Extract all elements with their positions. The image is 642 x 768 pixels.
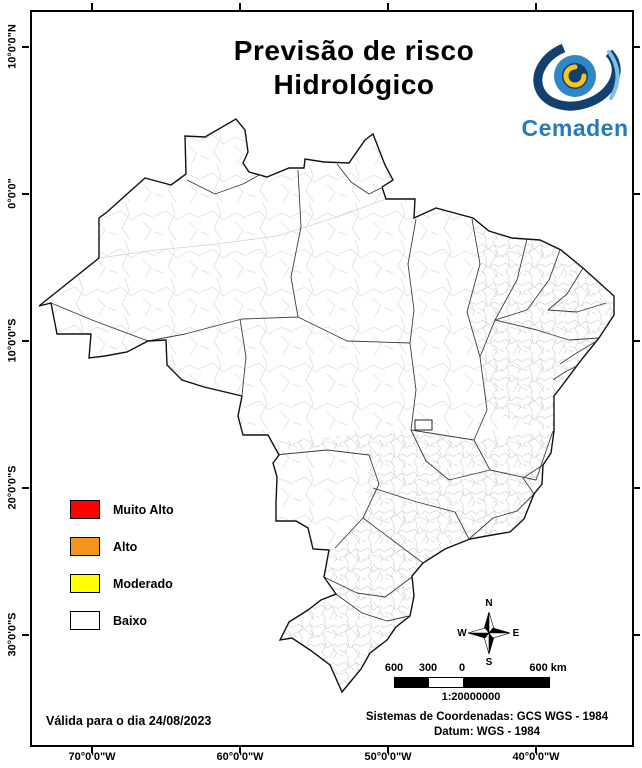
legend-swatch-alto [70, 537, 100, 556]
title-line-2: Hidrológico [273, 69, 435, 100]
map-frame: Previsão de risco Hidrológico Cemaden Mu… [30, 10, 634, 747]
compass-rose-icon: N S W E [457, 598, 520, 668]
lon-tick [387, 746, 389, 753]
compass-e-label: E [513, 628, 520, 639]
north-arrow: N S W E [457, 595, 521, 672]
brazil-map [38, 118, 615, 693]
risk-legend: Muito Alto Alto Moderado Baixo [70, 500, 174, 648]
lon-label: 50°0'0"W [364, 751, 412, 763]
lat-tick [633, 634, 640, 636]
scale-label: 600 km [529, 662, 567, 674]
legend-swatch-baixo [70, 611, 100, 630]
legend-label: Muito Alto [113, 502, 174, 517]
cemaden-logo: Cemaden [500, 38, 642, 142]
legend-item-muito-alto: Muito Alto [70, 500, 174, 519]
lat-label: 20°0'0"S [6, 465, 19, 510]
lat-tick [633, 487, 640, 489]
lat-label: 10°0'0"S [6, 318, 19, 363]
lat-tick [22, 634, 29, 636]
scale-label: 300 [418, 662, 438, 674]
lat-tick [22, 487, 29, 489]
cemaden-logo-text: Cemaden [521, 115, 629, 141]
legend-item-moderado: Moderado [70, 574, 174, 593]
scale-segment [463, 678, 549, 687]
compass-s-label: S [486, 657, 493, 667]
lat-tick [633, 46, 640, 48]
federal-district-boundary [414, 419, 433, 431]
lat-label: 30°0'0"S [6, 612, 19, 657]
legend-label: Moderado [113, 576, 173, 591]
legend-item-baixo: Baixo [70, 611, 174, 630]
title-line-1: Previsão de risco [233, 35, 475, 66]
lon-tick [91, 3, 93, 10]
lon-tick [91, 746, 93, 753]
lon-label: 60°0'0"W [216, 751, 264, 763]
scale-segment [395, 678, 429, 687]
cemaden-logo-icon [533, 39, 621, 111]
lon-label: 40°0'0"W [512, 751, 560, 763]
municipal-texture-dense-northeast [467, 219, 614, 431]
amazon-river-line [98, 198, 387, 259]
legend-item-alto: Alto [70, 537, 174, 556]
lat-tick [633, 193, 640, 195]
lat-label: 0°0'0" [6, 178, 19, 209]
lon-tick [387, 3, 389, 10]
scale-label: 0 [458, 662, 466, 674]
lon-tick [239, 746, 241, 753]
municipal-texture-dense-south [275, 430, 553, 692]
scale-label: 600 [384, 662, 404, 674]
compass-n-label: N [485, 598, 492, 609]
lat-label: 10°0'0"N [6, 24, 19, 69]
lat-tick [22, 193, 29, 195]
scale-segment [428, 678, 464, 687]
lon-tick [535, 746, 537, 753]
lat-tick [22, 46, 29, 48]
scale-bar-labels: 600 300 0 600 km [385, 662, 590, 675]
scale-ratio: 1:20000000 [441, 691, 501, 703]
legend-label: Baixo [113, 613, 148, 628]
legend-label: Alto [113, 539, 138, 554]
validity-date-note: Válida para o dia 24/08/2023 [46, 714, 212, 728]
scale-bar-graphic [394, 677, 550, 688]
lon-tick [239, 3, 241, 10]
legend-swatch-muito-alto [70, 500, 100, 519]
datum-line: Datum: WGS - 1984 [433, 726, 541, 738]
coordinate-system-note: Sistemas de Coordenadas: GCS WGS - 1984 … [342, 710, 632, 740]
legend-swatch-moderado [70, 574, 100, 593]
lon-tick [535, 3, 537, 10]
lat-tick [633, 340, 640, 342]
state-boundaries [50, 163, 607, 622]
scale-bar: 600 300 0 600 km 1:20000000 [385, 662, 590, 703]
coordinate-system-line: Sistemas de Coordenadas: GCS WGS - 1984 [365, 711, 609, 723]
lon-label: 70°0'0"W [68, 751, 116, 763]
compass-w-label: W [457, 628, 467, 639]
page-title: Previsão de risco Hidrológico [142, 34, 566, 102]
lat-tick [22, 340, 29, 342]
